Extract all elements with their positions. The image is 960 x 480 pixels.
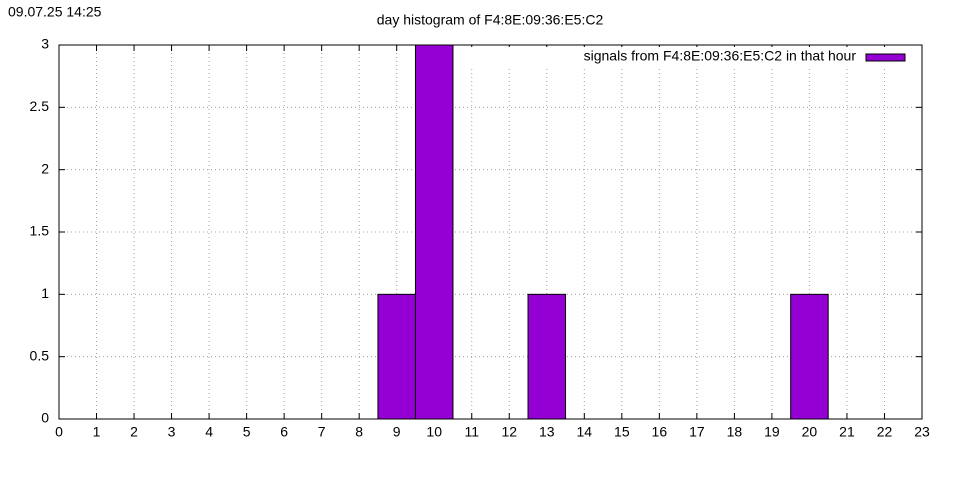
x-tick-label: 9 <box>393 424 401 440</box>
plot-frame <box>58 44 923 420</box>
x-tick-label: 11 <box>464 424 479 440</box>
y-tick-label: 2.5 <box>30 98 50 114</box>
x-tick-label: 20 <box>802 424 818 440</box>
x-tick-label: 3 <box>168 424 176 440</box>
legend-swatch <box>865 53 906 62</box>
x-tick-label: 1 <box>93 424 101 440</box>
legend-label: signals from F4:8E:09:36:E5:C2 in that h… <box>584 48 857 64</box>
x-tick-label: 18 <box>727 424 743 440</box>
y-tick-label: 2 <box>41 160 49 176</box>
bar <box>790 293 829 420</box>
x-tick-label: 17 <box>689 424 705 440</box>
x-tick-label: 2 <box>130 424 138 440</box>
chart-title: day histogram of F4:8E:09:36:E5:C2 <box>377 12 604 28</box>
x-tick-label: 16 <box>652 424 668 440</box>
x-tick-label: 6 <box>280 424 288 440</box>
y-tick-label: 1 <box>41 285 49 301</box>
x-tick-label: 15 <box>614 424 630 440</box>
x-tick-label: 4 <box>205 424 213 440</box>
bar <box>377 293 416 420</box>
bar <box>527 293 567 420</box>
y-tick-label: 0 <box>41 410 49 426</box>
y-tick-label: 3 <box>41 36 49 52</box>
y-tick-label: 0.5 <box>30 347 50 363</box>
x-tick-label: 21 <box>839 424 855 440</box>
x-tick-label: 0 <box>55 424 63 440</box>
bar <box>414 44 454 420</box>
x-tick-label: 12 <box>501 424 517 440</box>
y-tick-label: 1.5 <box>30 223 50 239</box>
x-tick-label: 7 <box>318 424 326 440</box>
x-tick-label: 13 <box>539 424 555 440</box>
timestamp: 09.07.25 14:25 <box>8 4 102 20</box>
legend-background <box>470 47 921 68</box>
x-tick-label: 8 <box>355 424 363 440</box>
x-tick-label: 5 <box>243 424 251 440</box>
x-tick-label: 14 <box>577 424 593 440</box>
x-tick-label: 19 <box>764 424 780 440</box>
x-tick-label: 22 <box>877 424 893 440</box>
x-tick-label: 10 <box>426 424 442 440</box>
x-tick-label: 23 <box>914 424 930 440</box>
